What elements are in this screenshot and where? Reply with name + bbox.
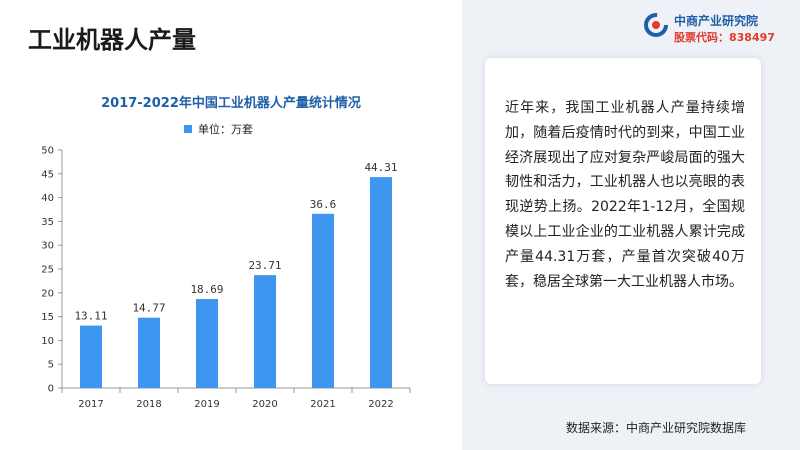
description-text: 近年来，我国工业机器人产量持续增加，随着后疫情时代的到来，中国工业经济展现出了应… <box>505 100 745 290</box>
chart-title: 2017-2022年中国工业机器人产量统计情况 <box>101 96 361 111</box>
x-tick-label: 2019 <box>194 399 219 410</box>
data-label: 44.31 <box>364 161 397 174</box>
x-axis: 2017 2018 2019 2020 2021 2022 <box>61 387 411 410</box>
y-tick-label: 0 <box>48 384 54 395</box>
y-axis: 0 5 10 15 20 25 30 35 40 45 50 <box>41 146 63 395</box>
logo-mark-icon <box>644 13 668 37</box>
legend-swatch <box>184 125 192 133</box>
y-tick-label: 30 <box>41 241 54 252</box>
data-label: 23.71 <box>248 259 281 272</box>
y-tick-label: 45 <box>41 169 54 180</box>
legend-label: 单位：万套 <box>198 123 253 136</box>
y-tick-label: 40 <box>41 193 54 204</box>
bars <box>80 177 392 388</box>
bar <box>196 299 218 388</box>
bar-chart: 0 5 10 15 20 25 30 35 40 45 50 2017 2018 2019 2020 202… <box>41 146 411 410</box>
data-label: 36.6 <box>310 198 337 211</box>
bar <box>138 317 160 388</box>
bar <box>254 275 276 388</box>
y-tick-label: 15 <box>41 312 54 323</box>
y-tick-label: 25 <box>41 265 54 276</box>
x-tick-label: 2020 <box>252 399 277 410</box>
data-source: 数据来源：中商产业研究院数据库 <box>566 421 747 435</box>
data-label: 18.69 <box>190 283 223 296</box>
logo: 中商产业研究院 股票代码：838497 <box>644 10 794 46</box>
y-tick-label: 20 <box>41 288 54 299</box>
description-card: 近年来，我国工业机器人产量持续增加，随着后疫情时代的到来，中国工业经济展现出了应… <box>485 58 761 384</box>
y-tick-label: 35 <box>41 217 54 228</box>
page-title: 工业机器人产量 <box>28 26 196 54</box>
data-label: 14.77 <box>132 302 165 315</box>
x-tick-label: 2021 <box>310 399 335 410</box>
bar <box>312 213 334 388</box>
y-tick-label: 50 <box>41 146 54 157</box>
bar <box>370 177 392 388</box>
x-tick-label: 2017 <box>78 399 103 410</box>
data-labels: 13.11 14.77 18.69 23.71 36.6 44.31 <box>74 161 397 323</box>
stock-code: 股票代码：838497 <box>674 31 775 44</box>
logo-name: 中商产业研究院 <box>674 14 759 28</box>
bar <box>80 325 102 388</box>
y-tick-label: 10 <box>41 336 54 347</box>
chart-legend: 单位：万套 <box>184 121 253 137</box>
data-label: 13.11 <box>74 310 107 323</box>
x-tick-label: 2018 <box>136 399 161 410</box>
x-tick-label: 2022 <box>368 399 393 410</box>
y-tick-label: 5 <box>48 360 54 371</box>
